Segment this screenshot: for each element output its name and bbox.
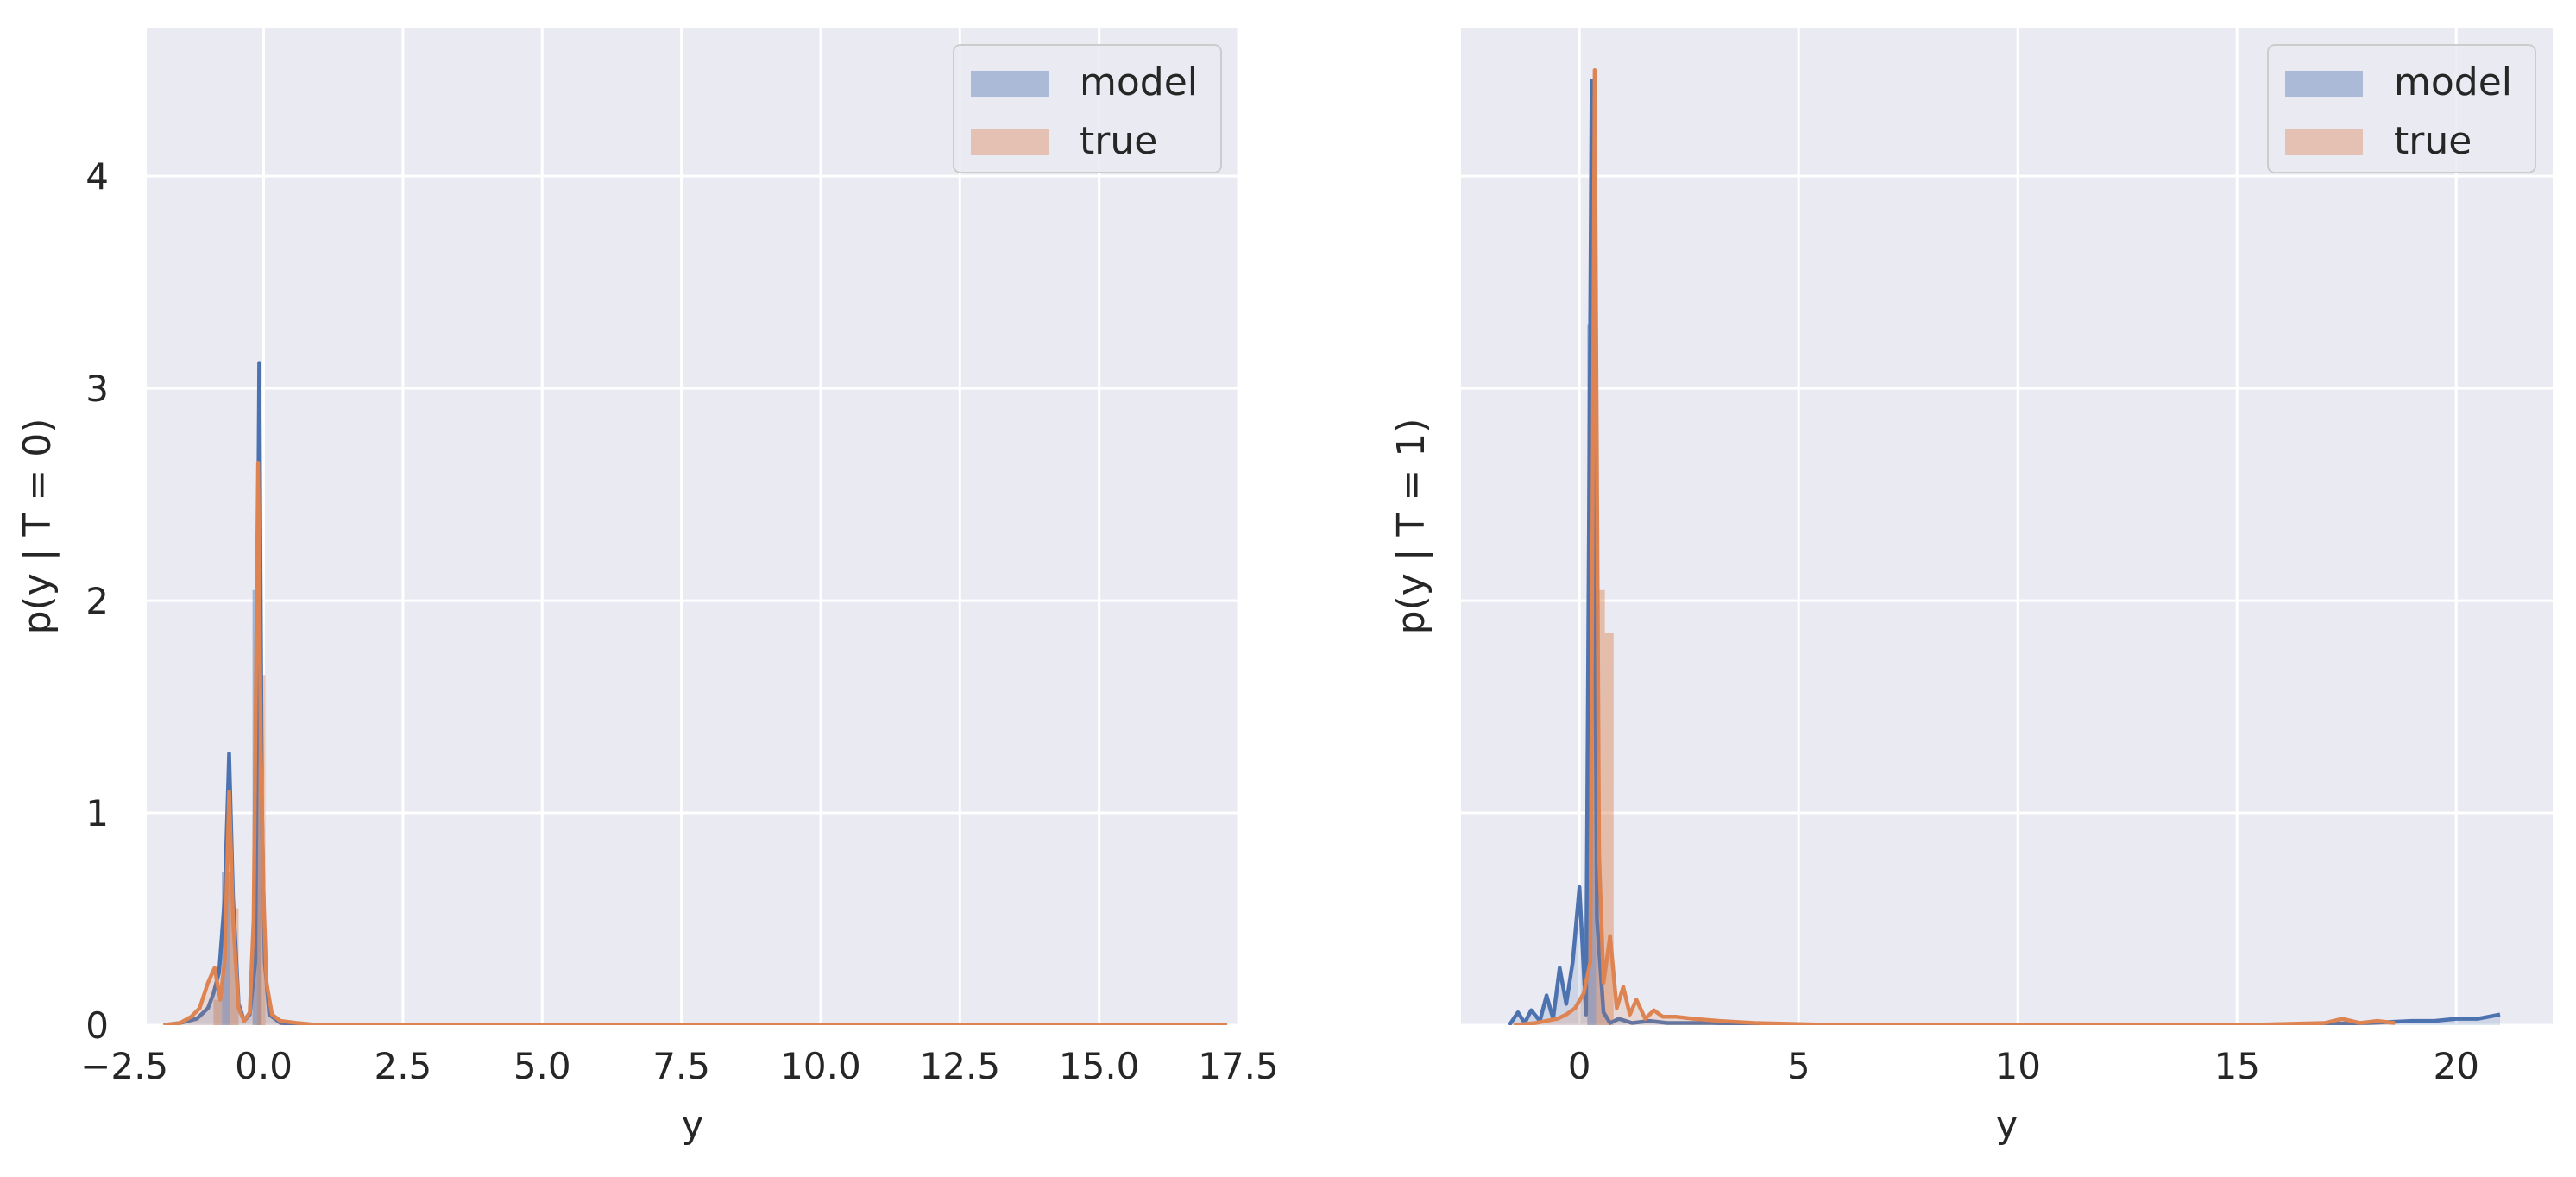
y-axis-label: p(y | T = 1) [1389, 419, 1433, 635]
legend: model true [953, 44, 1222, 173]
density-line-true [163, 460, 1228, 1025]
plot-background [1461, 28, 2553, 1025]
x-tick-label: 10 [1994, 1045, 2040, 1087]
legend-frame [953, 44, 1222, 173]
x-tick-label: 15 [2214, 1045, 2259, 1087]
legend-label-true: true [2394, 119, 2472, 163]
x-tick-label: 12.5 [920, 1045, 1001, 1087]
y-tick-label: 4 [85, 155, 109, 198]
legend: model true [2267, 44, 2536, 173]
y-axis-label: p(y | T = 0) [16, 419, 60, 635]
legend-swatch-true [2285, 129, 2363, 155]
x-tick-label: 10.0 [780, 1045, 861, 1087]
histogram-bar-true [1604, 632, 1614, 1025]
x-tick-label: 5 [1787, 1045, 1811, 1087]
x-tick-label: 0 [1568, 1045, 1591, 1087]
legend-label-model: model [1080, 60, 1198, 104]
plot-area [1508, 67, 2501, 1025]
x-tick-label: 0.0 [235, 1045, 293, 1087]
x-tick-label: 5.0 [513, 1045, 571, 1087]
x-tick-label: 7.5 [652, 1045, 710, 1087]
panel-left: −2.5 0.0 2.5 5.0 7.5 10.0 12.5 15.0 17.5 0 1 2 3 4 y p(… [16, 28, 1279, 1147]
x-tick-label: 20 [2434, 1045, 2479, 1087]
legend-swatch-model [971, 71, 1049, 97]
panel-right: 0 5 10 15 20 y p(y | T = 1) model true [1389, 28, 2553, 1147]
legend-label-true: true [1080, 119, 1157, 163]
x-axis-label: y [1995, 1103, 2018, 1147]
plot-background [147, 28, 1238, 1025]
x-axis-label: y [681, 1103, 703, 1147]
legend-swatch-true [971, 129, 1049, 155]
legend-frame [2267, 44, 2536, 173]
y-tick-label: 1 [85, 792, 109, 834]
legend-label-model: model [2394, 60, 2512, 104]
y-tick-label: 3 [85, 368, 109, 410]
plot-area [163, 361, 1228, 1025]
x-tick-label: 2.5 [374, 1045, 431, 1087]
density-line-true [1513, 67, 2396, 1025]
y-tick-label: 2 [85, 580, 109, 622]
y-tick-label: 0 [85, 1004, 109, 1047]
histogram-bar-true [213, 999, 223, 1025]
x-tick-label: 15.0 [1059, 1045, 1140, 1087]
legend-swatch-model [2285, 71, 2363, 97]
x-tick-label: −2.5 [80, 1045, 168, 1087]
x-tick-label: 17.5 [1198, 1045, 1279, 1087]
